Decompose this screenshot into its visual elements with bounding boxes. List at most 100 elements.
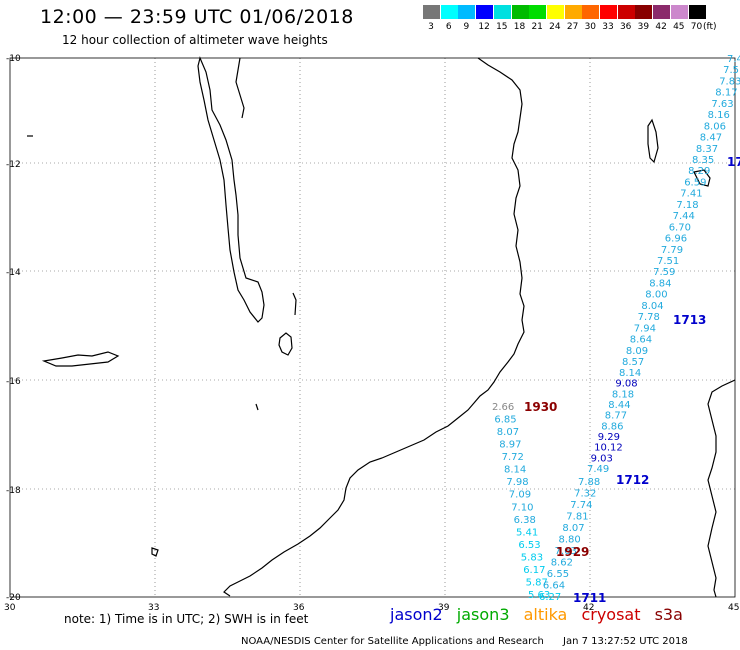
wave-height-value: 6.53 xyxy=(518,540,540,551)
scale-swatch xyxy=(635,5,653,19)
lat-label: -14 xyxy=(6,268,21,278)
islet-1 xyxy=(255,403,259,411)
coastline xyxy=(27,56,736,598)
scale-swatch xyxy=(511,5,529,19)
wave-height-value: 7.51 xyxy=(657,256,679,267)
scale-label: 21 xyxy=(531,22,543,32)
track-1930-values: 2.66 6.858.07 8.977.72 8.147.98 7.097.10 6.38… xyxy=(492,402,550,601)
wave-height-value: 8.07 xyxy=(497,427,519,438)
scale-label: 39 xyxy=(637,22,650,32)
wave-height-value: 7.88 xyxy=(578,477,600,488)
wave-height-value: 7.94 xyxy=(634,323,656,334)
lat-lon-grid xyxy=(10,58,735,597)
wave-height-value: 8.77 xyxy=(605,411,627,422)
scale-swatch xyxy=(546,5,564,19)
footer-credit: NOAA/NESDIS Center for Satellite Applica… xyxy=(241,636,544,647)
footer-timestamp: Jan 7 13:27:52 UTC 2018 xyxy=(563,636,688,647)
lat-label: -16 xyxy=(6,377,21,387)
wave-height-value: 7.74 xyxy=(570,500,592,511)
wave-height-value: 7.63 xyxy=(555,546,577,557)
wave-height-value: 8.14 xyxy=(619,368,641,379)
wave-height-value: 7.44 xyxy=(673,211,695,222)
wave-height-value: 7.10 xyxy=(511,502,533,513)
scale-label: 6 xyxy=(445,22,452,32)
wave-height-value: 8.57 xyxy=(622,357,644,368)
wave-height-value: 5.83 xyxy=(521,552,543,563)
wave-height-value: 6.96 xyxy=(665,234,687,245)
wave-height-color-scale: 3 6 9 12 15 18 21 24 27 30 33 36 39 42 45 70 (ft) xyxy=(423,5,732,33)
scale-label: 30 xyxy=(584,22,597,32)
wave-height-value: 8.44 xyxy=(608,400,630,411)
wave-height-value: 5.63 xyxy=(528,590,550,601)
islet-2 xyxy=(151,547,159,557)
wave-height-value: 6.59 xyxy=(684,177,706,188)
wave-height-value: 7.63 xyxy=(711,99,733,110)
madagascar-coastline xyxy=(707,379,736,598)
wave-height-value: 8.86 xyxy=(601,421,623,432)
wave-height-value: 7.4 xyxy=(727,54,740,65)
wave-height-value: 8.97 xyxy=(499,440,521,451)
comoros-island xyxy=(647,118,659,164)
wave-height-value: 7.72 xyxy=(502,452,524,463)
wave-height-value: 8.64 xyxy=(630,335,652,346)
scale-label: 70 xyxy=(690,22,703,32)
scale-swatch xyxy=(564,5,582,19)
wave-height-value: 6.27 xyxy=(539,592,561,603)
wave-height-value: 7.98 xyxy=(506,477,528,488)
wave-height-value: 8.18 xyxy=(612,389,634,400)
wave-height-value: 8.47 xyxy=(700,133,722,144)
scale-swatch xyxy=(653,5,671,19)
lat-label: -10 xyxy=(6,54,21,64)
scale-swatch xyxy=(493,5,511,19)
scale-swatch xyxy=(476,5,494,19)
wave-height-value: 10.12 xyxy=(594,443,623,454)
scale-swatch xyxy=(529,5,547,19)
wave-height-value: 2.66 xyxy=(492,402,514,413)
wave-height-value: 6.17 xyxy=(523,565,545,576)
wave-height-value: 5.87 xyxy=(526,578,548,589)
scale-label: 15 xyxy=(496,22,508,32)
wave-height-value: 6.64 xyxy=(543,581,565,592)
wave-height-value: 7.81 xyxy=(566,512,588,523)
wave-height-value: 7.83 xyxy=(719,76,740,87)
wave-height-value: 8.04 xyxy=(641,301,663,312)
scale-label: 18 xyxy=(513,22,526,32)
wave-height-value: 7.79 xyxy=(661,245,683,256)
satellite-legend: jason2 jason3 altika cryosat s3a xyxy=(390,605,692,624)
wave-height-value: 7.5 xyxy=(723,65,739,76)
wave-height-value: 8.09 xyxy=(626,346,648,357)
scale-swatch xyxy=(440,5,458,19)
wave-height-value: 6.38 xyxy=(514,515,536,526)
lake-bangweulu xyxy=(41,351,120,367)
wave-height-value: 8.06 xyxy=(704,121,726,132)
comoros-island-2 xyxy=(693,169,711,187)
lake-shoreline-west xyxy=(235,57,245,119)
wave-height-value: 8.00 xyxy=(645,290,667,301)
scale-unit: (ft) xyxy=(703,22,717,32)
shire-river xyxy=(292,292,297,316)
longitude-labels: 30 33 36 39 42 45 xyxy=(4,603,739,613)
track-1712-values: 7.499.0310.129.298.868.778.448.189.088.1… xyxy=(587,368,641,475)
sat-cryosat: cryosat xyxy=(581,605,641,624)
scale-swatch xyxy=(688,5,706,19)
scale-label: 33 xyxy=(602,22,614,32)
wave-height-value: 8.07 xyxy=(562,523,584,534)
lake-malawi-outline xyxy=(197,56,265,323)
pass-label-edge: 17 xyxy=(727,155,740,169)
wave-height-value: 8.14 xyxy=(504,465,526,476)
map-frame xyxy=(9,57,736,598)
lon-label: 33 xyxy=(148,603,159,613)
scale-swatch xyxy=(423,5,440,19)
sat-jason3: jason3 xyxy=(456,605,510,624)
lon-label: 39 xyxy=(438,603,450,613)
lake-chilwa xyxy=(278,332,293,356)
wave-height-value: 9.03 xyxy=(591,453,613,464)
wave-height-value: 9.29 xyxy=(598,432,620,443)
track-1713-values: 8.578.098.647.947.788.048.008.847.597.51… xyxy=(622,54,740,368)
wave-height-value: 6.70 xyxy=(669,222,691,233)
lat-label: -18 xyxy=(6,486,21,496)
scale-swatch xyxy=(617,5,635,19)
wave-height-value: 7.32 xyxy=(574,489,596,500)
wave-height-value: 8.29 xyxy=(688,166,710,177)
